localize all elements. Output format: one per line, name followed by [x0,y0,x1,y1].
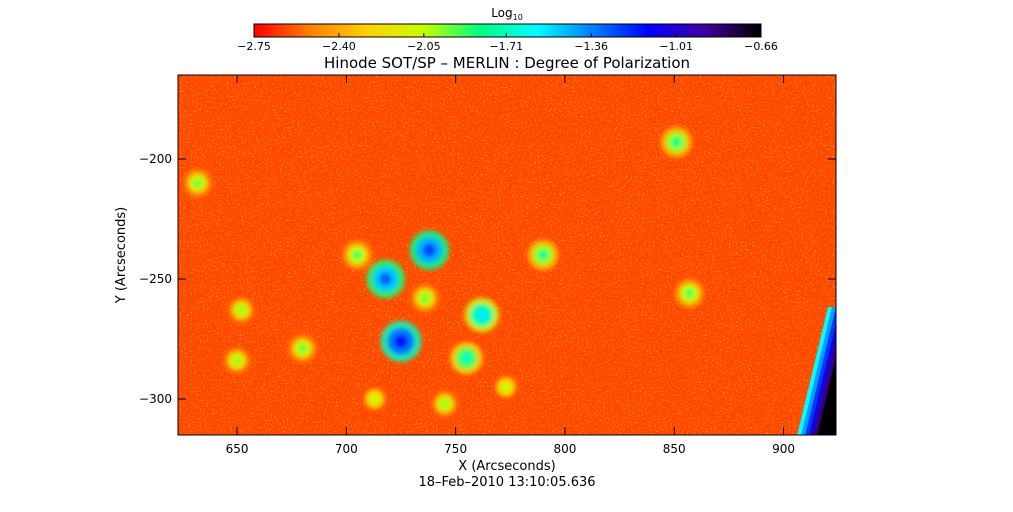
plot-area [178,75,836,435]
plot-frame [177,74,837,436]
y-axis: −200 −250 −300 [139,152,836,406]
y-tick-label: −250 [139,272,172,286]
y-tick-label: −200 [139,152,172,166]
colorbar-gradient [253,23,762,38]
region-core [461,352,472,364]
region-core [352,250,363,260]
limb-edge [797,307,836,435]
colorbar-tick-label: −2.40 [322,40,356,53]
chart-title: Hinode SOT/SP – MERLIN : Degree of Polar… [324,54,690,72]
colorbar-tick-label: −2.05 [407,40,441,53]
x-axis-label: X (Arcseconds) [458,459,555,474]
region-core [671,137,682,148]
colorbar-tick-label: −2.75 [237,40,271,53]
colorbar-tick-label: −1.71 [489,40,523,53]
region-core [422,243,436,257]
x-tick-label: 850 [663,442,686,456]
x-tick-label: 650 [226,442,249,456]
colorbar: Log10 −2.75 −2.40 −2.05 −1.71 −1.36 −1.01 −0.6… [237,6,778,53]
colorbar-tick-label: −0.66 [744,40,778,53]
colorbar-tick-label: −1.01 [659,40,693,53]
region-core [379,272,393,286]
region-core [501,382,511,392]
region-core [236,305,247,315]
region-core [394,334,408,349]
x-tick-label: 800 [553,442,576,456]
region-core [232,355,242,366]
x-tick-label: 750 [444,442,467,456]
region-core [476,309,488,321]
heatmap-regions [183,126,705,418]
region-core [684,288,695,299]
x-axis: 650 700 750 800 850 900 [226,75,795,456]
colorbar-label: Log10 [491,6,523,22]
colorbar-label-subscript: 10 [513,13,523,22]
colorbar-ticks: −2.75 −2.40 −2.05 −1.71 −1.36 −1.01 −0.66 [237,33,778,53]
colorbar-tick-label: −1.36 [574,40,608,53]
y-axis-label: Y (Arcseconds) [114,207,129,304]
timestamp: 18–Feb–2010 13:10:05.636 [418,475,595,490]
region-core [297,343,308,354]
region-core [440,399,450,409]
region-core [420,293,430,303]
x-tick-label: 900 [772,442,795,456]
region-core [370,394,380,404]
region-core [192,178,203,188]
x-tick-label: 700 [335,442,358,456]
region-core [537,249,549,261]
limb-band [817,356,836,435]
y-tick-label: −300 [139,392,172,406]
